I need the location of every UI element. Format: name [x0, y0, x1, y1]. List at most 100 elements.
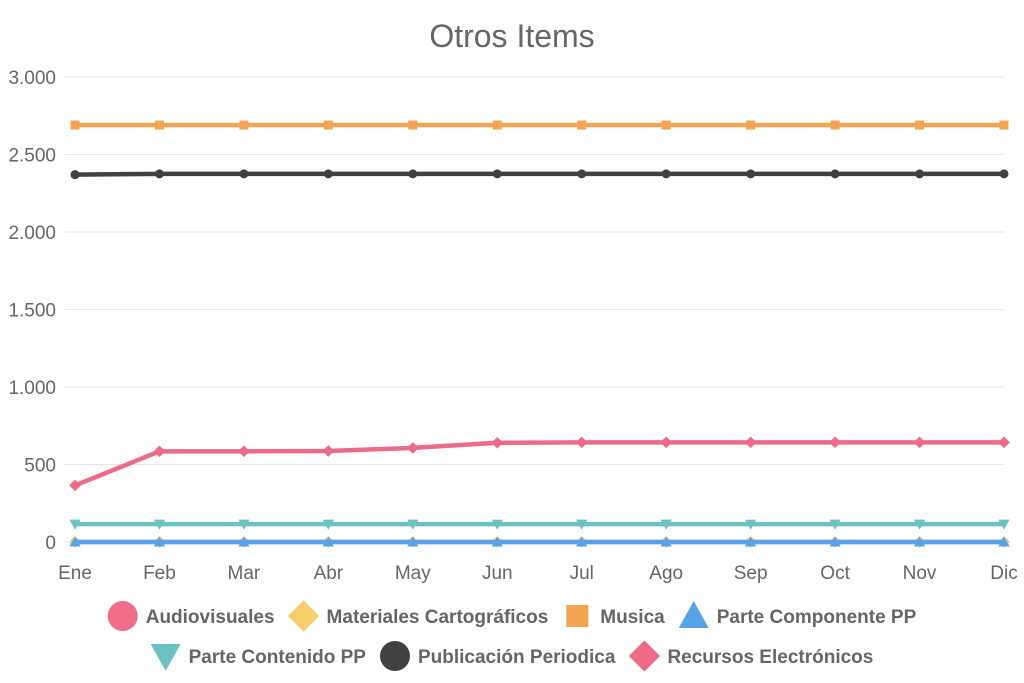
legend-item[interactable]: Publicación Periodica [379, 641, 616, 671]
data-point [998, 436, 1010, 449]
x-tick-label: Mar [228, 563, 261, 584]
legend-item[interactable]: Parte Contenido PP [150, 644, 367, 671]
y-tick-label: 3.000 [8, 68, 56, 89]
data-point [746, 169, 756, 179]
data-point [154, 169, 164, 179]
y-tick-label: 1.000 [8, 378, 56, 399]
x-tick-label: May [395, 563, 431, 584]
data-point [744, 436, 757, 449]
x-tick-label: Feb [143, 563, 176, 584]
series-4 [69, 519, 1010, 530]
legend-label: Musica [600, 607, 665, 628]
data-point [829, 436, 841, 449]
data-point [577, 120, 587, 130]
series-3 [69, 536, 1010, 547]
series-line [72, 440, 1007, 488]
data-point [915, 120, 925, 130]
data-point [239, 120, 249, 130]
y-axis: 0 500 1.000 1.500 2.000 2.500 3.000 [8, 68, 56, 554]
series-group [69, 120, 1010, 548]
data-point [915, 169, 925, 179]
data-point [660, 536, 672, 547]
legend-marker-icon [150, 644, 181, 671]
data-point [491, 536, 503, 547]
legend-marker-icon [678, 601, 709, 628]
data-point [70, 120, 80, 130]
data-point [491, 519, 503, 530]
data-point [322, 445, 335, 457]
x-tick-label: Jul [570, 563, 594, 584]
data-point [407, 536, 419, 547]
x-tick-label: Oct [820, 563, 850, 584]
data-point [577, 169, 587, 179]
data-point [661, 169, 671, 179]
data-point [238, 445, 250, 458]
data-point [69, 479, 81, 492]
series-line [72, 171, 1007, 177]
legend-marker-icon [379, 641, 410, 671]
grid [65, 76, 1004, 543]
data-point [407, 519, 419, 530]
data-point [998, 536, 1010, 547]
x-axis: Ene Feb Mar Abr May Jun Jul Ago Sep Oct Nov Dic [58, 563, 1018, 584]
data-point [830, 169, 840, 179]
data-point [153, 536, 166, 547]
data-point [745, 536, 757, 547]
x-tick-label: Ene [58, 563, 92, 584]
data-point [998, 519, 1010, 530]
data-point [153, 445, 166, 458]
legend-label: Publicación Periodica [418, 647, 616, 668]
legend-item[interactable]: Musica [566, 605, 665, 628]
legend-label: Audiovisuales [146, 607, 275, 628]
legend-label: Parte Componente PP [717, 607, 917, 628]
legend-marker-icon [628, 640, 661, 672]
legend-label: Recursos Electrónicos [667, 647, 873, 668]
legend-marker-icon [566, 605, 589, 627]
legend-marker-icon [287, 600, 320, 632]
data-point [491, 436, 504, 449]
data-point [238, 536, 250, 547]
legend-item[interactable]: Materiales Cartográficos [287, 600, 549, 632]
data-point [830, 120, 840, 130]
data-point [913, 519, 926, 530]
data-point [575, 436, 588, 449]
data-point [322, 536, 334, 547]
data-point [323, 169, 333, 179]
y-tick-label: 2.000 [8, 223, 56, 244]
legend-item[interactable]: Recursos Electrónicos [628, 640, 874, 672]
data-point [406, 442, 419, 454]
data-point [154, 120, 164, 130]
data-point [322, 519, 334, 530]
data-point [238, 519, 250, 530]
data-point [661, 120, 671, 130]
legend-label: Materiales Cartográficos [327, 607, 549, 628]
legend[interactable]: Audiovisuales Materiales Cartográficos Mus… [107, 600, 917, 672]
data-point [660, 436, 673, 449]
data-point [913, 436, 926, 449]
series-6 [69, 436, 1010, 492]
data-point [576, 536, 588, 547]
data-point [745, 519, 757, 530]
data-point [829, 519, 841, 530]
data-point [492, 169, 502, 179]
legend-item[interactable]: Parte Componente PP [678, 601, 917, 628]
legend-label: Parte Contenido PP [189, 647, 367, 668]
series-5 [70, 169, 1009, 180]
data-point [69, 536, 81, 547]
chart-title: Otros Items [429, 18, 594, 54]
y-tick-label: 2.500 [8, 146, 56, 167]
data-point [913, 536, 926, 547]
data-point [323, 120, 333, 130]
data-point [492, 120, 502, 130]
legend-item[interactable]: Audiovisuales [107, 601, 275, 631]
data-point [408, 120, 418, 130]
data-point [660, 519, 672, 530]
series-2 [70, 120, 1009, 130]
x-tick-label: Ago [649, 563, 683, 584]
x-tick-label: Dic [990, 563, 1017, 584]
data-point [408, 169, 418, 179]
x-tick-label: Nov [903, 563, 937, 584]
data-point [829, 536, 841, 547]
y-tick-label: 0 [45, 533, 56, 554]
